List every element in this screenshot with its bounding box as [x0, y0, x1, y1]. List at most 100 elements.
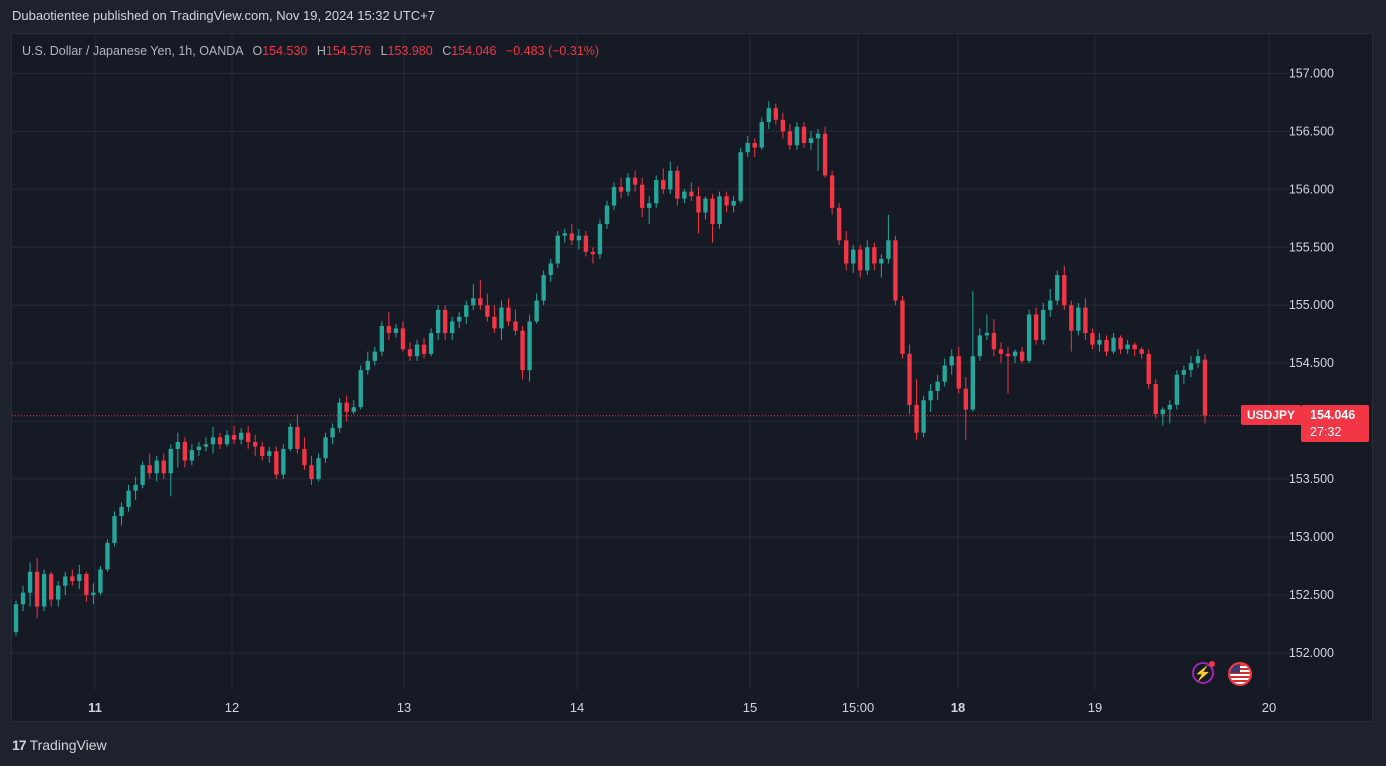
tradingview-logo[interactable]: 17 TradingView: [12, 737, 107, 753]
candle: [611, 182, 617, 211]
candle: [1012, 349, 1018, 364]
candle: [210, 426, 216, 454]
candle-body: [858, 249, 863, 271]
candle-body: [1181, 370, 1187, 375]
candle-body: [1202, 359, 1208, 416]
x-tick-label: 20: [1262, 700, 1276, 715]
candle-body: [900, 300, 905, 354]
candle: [970, 291, 976, 412]
candle: [203, 437, 209, 452]
y-tick-label: 155.000: [1289, 298, 1334, 312]
candle-body: [182, 441, 188, 461]
candle: [836, 203, 842, 245]
candle-body: [267, 451, 272, 456]
candle-body: [787, 131, 793, 146]
candle: [1132, 342, 1137, 357]
candle: [829, 170, 835, 215]
candle: [745, 135, 750, 157]
lightning-icon[interactable]: ⚡: [1192, 661, 1215, 684]
candle: [147, 453, 152, 480]
candle: [1104, 335, 1109, 357]
x-tick-label: 11: [88, 700, 102, 715]
candle: [520, 326, 525, 380]
candle-body: [274, 451, 279, 475]
candle: [105, 539, 110, 572]
candle: [731, 196, 736, 213]
candle-body: [520, 330, 525, 371]
candles: [13, 101, 1208, 636]
price-axis: 152.000152.500153.000153.500154.000154.5…: [1289, 66, 1334, 660]
candle-body: [27, 571, 33, 593]
candle: [942, 358, 947, 387]
candle-body: [1019, 351, 1025, 361]
candle: [112, 511, 117, 547]
candle: [773, 103, 779, 125]
candle: [534, 293, 539, 324]
x-tick-label: 15:00: [842, 700, 875, 715]
candle-body: [991, 333, 997, 350]
candle-body: [365, 360, 370, 371]
candle-body: [126, 490, 131, 507]
candle-body: [808, 138, 814, 143]
candle: [140, 461, 145, 489]
candle: [126, 484, 131, 512]
candle: [907, 344, 912, 415]
candle-body: [288, 426, 293, 449]
candle: [865, 240, 870, 276]
candle-body: [879, 258, 884, 264]
candle: [555, 231, 560, 269]
candle-body: [766, 108, 771, 123]
candle-body: [1048, 300, 1053, 310]
chart-pane[interactable]: [11, 33, 1373, 722]
candle: [119, 502, 124, 526]
candle-body: [759, 122, 764, 148]
candle-body: [98, 569, 103, 593]
candle: [1062, 265, 1067, 310]
candle: [13, 600, 19, 636]
candle-body: [295, 426, 300, 449]
candle-body: [238, 432, 244, 440]
candle: [703, 196, 708, 220]
candle-body: [661, 180, 666, 190]
x-tick-label: 13: [397, 700, 411, 715]
candle-body: [724, 196, 729, 206]
candle: [323, 432, 328, 463]
us-flag-icon[interactable]: [1228, 662, 1252, 686]
candle-body: [534, 300, 539, 322]
y-tick-label: 152.000: [1289, 646, 1334, 660]
candle-body: [464, 305, 469, 317]
close-label: C: [442, 44, 452, 58]
candle-body: [780, 119, 786, 132]
candle: [801, 122, 807, 148]
candle: [1153, 379, 1158, 419]
candle: [625, 173, 631, 197]
candle-body: [1188, 363, 1194, 371]
candle-body: [41, 574, 47, 607]
notification-dot: [1209, 661, 1215, 667]
candle-body: [48, 574, 54, 600]
y-tick-label: 153.000: [1289, 530, 1334, 544]
candle-body: [654, 180, 659, 204]
candle-body: [907, 353, 912, 405]
candle-body: [675, 170, 680, 199]
candle-body: [245, 432, 251, 442]
candle-body: [344, 402, 349, 412]
candle-body: [414, 344, 420, 357]
change-value: −0.483 (−0.31%): [505, 44, 600, 58]
candle-body: [984, 333, 990, 336]
candle-body: [393, 328, 399, 334]
y-tick-label: 156.000: [1289, 182, 1334, 196]
candle: [344, 395, 349, 422]
candle-body: [1146, 353, 1151, 385]
candle-body: [13, 604, 19, 633]
candle: [858, 244, 863, 278]
candle-body: [442, 309, 448, 334]
candle: [1181, 365, 1187, 385]
candle-body: [63, 576, 68, 586]
candle: [1139, 346, 1144, 359]
candle: [956, 346, 961, 394]
candle-body: [1174, 374, 1180, 405]
low-label: L: [380, 44, 388, 58]
candle: [1090, 328, 1095, 350]
